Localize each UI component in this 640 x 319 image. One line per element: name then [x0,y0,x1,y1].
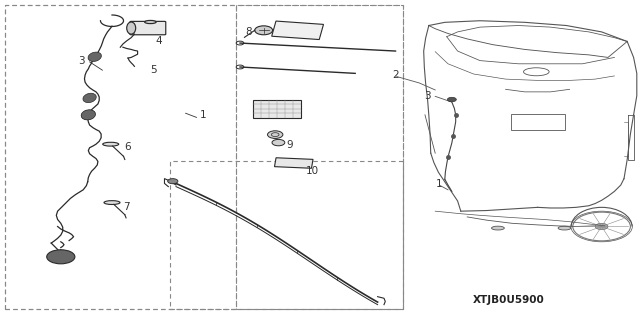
Text: 3: 3 [79,56,85,66]
Text: 7: 7 [124,202,130,212]
Ellipse shape [88,52,101,62]
Circle shape [272,139,285,146]
Bar [511,114,565,130]
Circle shape [447,97,456,102]
Ellipse shape [82,110,95,120]
Circle shape [168,179,178,184]
Text: 4: 4 [156,36,162,47]
Circle shape [255,26,273,35]
Ellipse shape [104,201,120,204]
Text: 2: 2 [392,70,399,80]
Ellipse shape [492,226,504,230]
Text: XTJB0U5900: XTJB0U5900 [473,295,545,305]
Bar [5,5,236,309]
Circle shape [595,223,608,230]
Bar [170,161,403,309]
Text: 1: 1 [200,110,207,120]
FancyBboxPatch shape [130,21,166,35]
Circle shape [47,250,75,264]
Text: 3: 3 [424,91,431,101]
Bar [236,5,403,309]
Ellipse shape [83,93,96,103]
Text: 6: 6 [125,142,131,152]
Ellipse shape [145,20,156,24]
Ellipse shape [81,110,95,120]
Text: 10: 10 [306,166,319,176]
Text: 5: 5 [150,64,157,75]
Bar [253,100,301,118]
FancyBboxPatch shape [272,21,323,40]
Text: 1: 1 [436,179,442,189]
Bar [5,5,403,309]
Ellipse shape [102,142,119,146]
Circle shape [268,131,283,138]
Ellipse shape [127,22,136,34]
Text: 9: 9 [286,140,292,150]
Text: 8: 8 [245,27,252,37]
Ellipse shape [558,226,571,230]
FancyBboxPatch shape [275,158,313,168]
